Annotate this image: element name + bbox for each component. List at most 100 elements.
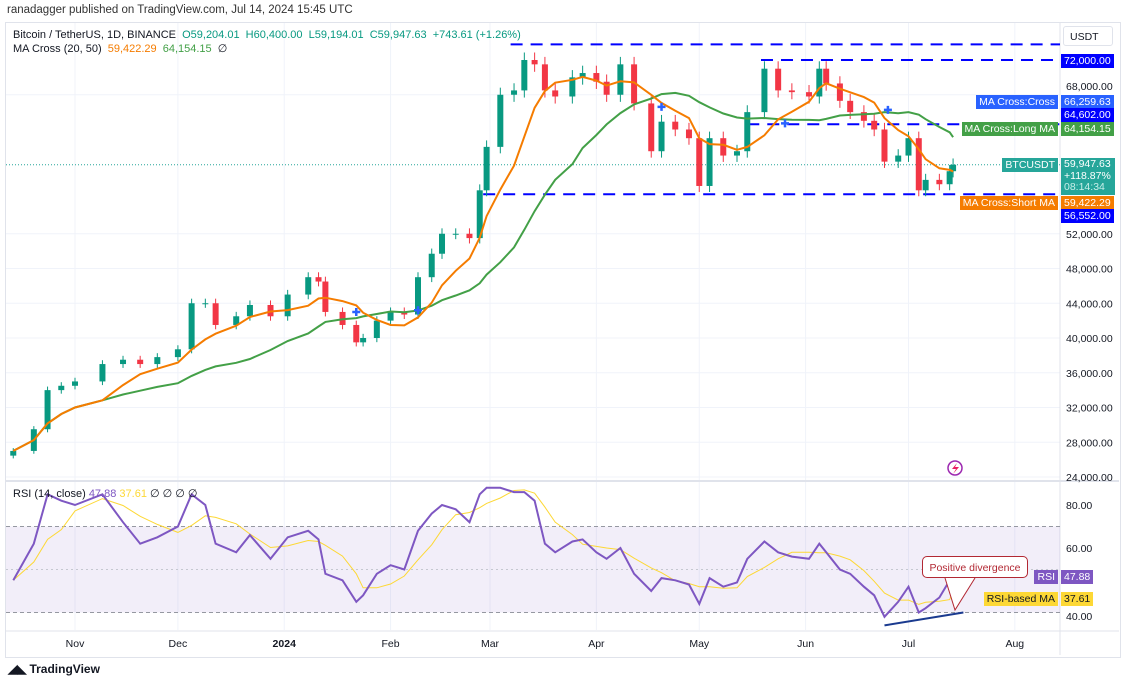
- long-ma-label-badge: MA Cross:Long MA: [961, 122, 1058, 136]
- short-ma-value-badge: 59,422.29: [1061, 196, 1114, 210]
- symbol-legend: Bitcoin / TetherUS, 1D, BINANCE O59,204.…: [13, 28, 524, 56]
- candle: [806, 92, 813, 97]
- rsi-indicator-label[interactable]: RSI (14, close): [13, 488, 86, 500]
- candle: [648, 103, 655, 152]
- candle: [720, 138, 727, 156]
- rsi-legend-value: 47.88: [88, 488, 117, 500]
- candle: [922, 179, 929, 191]
- time-tick-label: Apr: [588, 638, 605, 650]
- rsi-extra-values: ∅ ∅ ∅ ∅: [150, 488, 198, 500]
- currency-selector[interactable]: USDT: [1063, 26, 1113, 46]
- level-72000-badge: 72,000.00: [1061, 54, 1114, 68]
- rsi-label-badge: RSI: [1034, 570, 1058, 584]
- candle: [871, 120, 878, 130]
- symbol-name[interactable]: Bitcoin / TetherUS, 1D, BINANCE: [13, 29, 177, 41]
- candle: [483, 146, 490, 191]
- ma-indicator-label[interactable]: MA Cross (20, 50): [13, 43, 102, 55]
- candle: [685, 129, 692, 139]
- ma-extra-value: ∅: [217, 43, 228, 55]
- time-tick-label: Jul: [902, 638, 915, 650]
- candle: [761, 68, 768, 113]
- candle: [569, 77, 576, 97]
- brand-name: TradingView: [29, 662, 100, 676]
- candle: [305, 277, 312, 295]
- candle: [202, 303, 209, 305]
- candle: [603, 81, 610, 95]
- candle: [401, 311, 408, 315]
- candle: [936, 179, 943, 185]
- candle: [915, 138, 922, 191]
- rsi-legend: RSI (14, close) 47.88 37.61 ∅ ∅ ∅ ∅: [13, 487, 198, 500]
- percent-change: +118.87%: [1064, 169, 1111, 182]
- symbol-label-badge: BTCUSDT: [1002, 158, 1058, 172]
- long-ma-value-badge: 64,154.15: [1061, 122, 1114, 136]
- ma-short-value: 59,422.29: [107, 43, 157, 55]
- candle: [847, 100, 854, 113]
- candle: [212, 303, 219, 325]
- chart-frame[interactable]: [5, 22, 1121, 658]
- time-tick-label: Feb: [382, 638, 400, 650]
- lightning-icon-glyph: [952, 463, 959, 474]
- candle: [284, 294, 291, 317]
- rsi-ma-value-badge: 37.61: [1061, 592, 1094, 606]
- candle: [137, 359, 144, 365]
- candle: [188, 303, 195, 350]
- price-tick-label: 36,000.00: [1066, 368, 1113, 380]
- candle: [44, 390, 51, 430]
- positive-divergence-callout[interactable]: Positive divergence: [922, 556, 1028, 578]
- candle: [439, 233, 446, 254]
- price-badge: 59,947.63 +118.87% 08:14:34: [1061, 158, 1115, 195]
- ma-cross-marker: [414, 306, 422, 315]
- price-tick-label: 40,000.00: [1066, 333, 1113, 345]
- candle: [775, 68, 782, 91]
- price-tick-label: 32,000.00: [1066, 403, 1113, 415]
- published-caption: ranadagger published on TradingView.com,…: [7, 4, 353, 16]
- candle: [233, 316, 240, 325]
- callout-pointer: [944, 577, 976, 612]
- ma-cross-marker: [657, 102, 666, 111]
- candle: [466, 233, 473, 239]
- rsi-ma-legend-value: 37.61: [119, 488, 147, 500]
- ma-cross-marker: [781, 119, 790, 128]
- price-tick-label: 48,000.00: [1066, 264, 1113, 276]
- candle: [428, 253, 435, 278]
- close-value: C59,947.63: [369, 29, 427, 41]
- short-ma-label-badge: MA Cross:Short MA: [959, 196, 1058, 210]
- candle: [881, 129, 888, 162]
- candle: [593, 73, 600, 82]
- candle: [552, 90, 559, 97]
- rsi-tick-label: 80.00: [1066, 500, 1092, 512]
- candle: [531, 60, 538, 65]
- candle: [99, 364, 106, 382]
- candle: [946, 171, 953, 185]
- ma-cross-label-badge: MA Cross:Cross: [976, 95, 1058, 109]
- price-tick-label: 52,000.00: [1066, 229, 1113, 241]
- candle: [617, 64, 624, 95]
- change-value: +743.61 (+1.26%): [432, 29, 521, 41]
- high-value: H60,400.00: [245, 29, 303, 41]
- long-ma-line: [12, 91, 954, 452]
- time-tick-label: May: [689, 638, 710, 650]
- candle: [360, 338, 367, 343]
- candle: [521, 60, 528, 91]
- low-value: L59,194.01: [308, 29, 364, 41]
- candle: [415, 277, 421, 315]
- candle: [497, 94, 504, 147]
- candle: [58, 385, 65, 391]
- time-tick-label: Jun: [797, 638, 814, 650]
- bar-countdown: 08:14:34: [1064, 181, 1105, 193]
- time-tick-label: Nov: [66, 638, 85, 650]
- level-56552-badge: 56,552.00: [1061, 209, 1114, 223]
- last-price: 59,947.63: [1064, 158, 1111, 170]
- candle: [905, 138, 912, 156]
- tradingview-logo-icon: ◢◣: [8, 662, 27, 676]
- price-tick-label: 44,000.00: [1066, 298, 1113, 310]
- candle: [541, 64, 548, 91]
- candle: [836, 83, 843, 101]
- candle: [658, 121, 665, 152]
- candle: [696, 138, 703, 186]
- time-tick-label: Mar: [481, 638, 500, 650]
- candle: [744, 112, 751, 152]
- candle: [315, 277, 322, 282]
